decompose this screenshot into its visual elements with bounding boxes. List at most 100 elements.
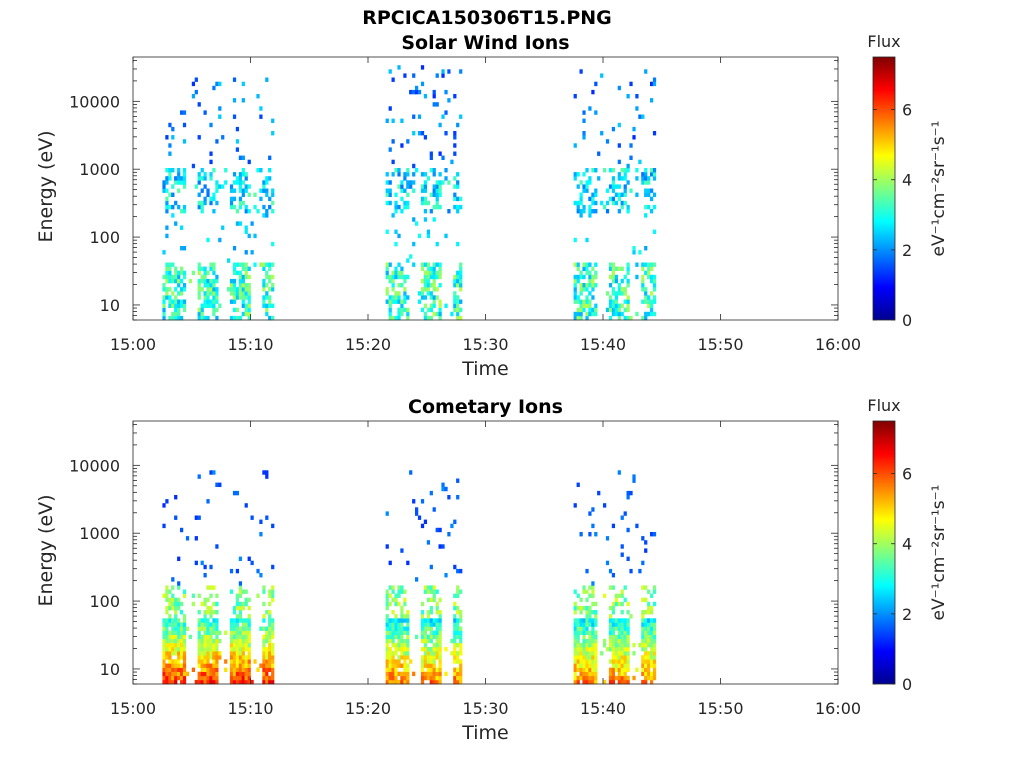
heatmap-cell [168,151,172,156]
heatmap-cell [203,597,207,603]
heatmap-cell [203,630,207,636]
heatmap-cell [165,663,169,668]
heatmap-cell [385,626,389,631]
heatmap-cell [608,630,613,636]
heatmap-cell [180,634,184,640]
heatmap-cell [620,622,624,627]
heatmap-cell [206,663,210,668]
heatmap-cell [614,634,619,640]
heatmap-cell [215,618,219,623]
heatmap-cell [573,287,577,292]
heatmap-cell [579,597,583,603]
heatmap-cell [209,122,213,128]
heatmap-cell [268,651,272,656]
heatmap-cell [247,655,251,660]
heatmap-cell [177,291,181,296]
x-tick-label: 16:00 [815,699,861,718]
heatmap-cell [626,647,630,652]
heatmap-cell [650,671,654,677]
heatmap-cell [247,679,251,685]
heatmap-cell [617,630,621,636]
heatmap-cell [235,593,240,599]
heatmap-cell [174,675,178,681]
heatmap-cell [182,270,187,276]
heatmap-cell [241,98,245,103]
heatmap-cell [582,209,586,214]
heatmap-cell [197,176,201,181]
heatmap-cell [438,610,442,615]
heatmap-cell [444,89,448,95]
heatmap-cell [244,274,248,280]
heatmap-cell [212,85,216,91]
heatmap-cell [197,287,201,292]
heatmap-cell [611,126,616,132]
heatmap-cell [229,568,234,574]
heatmap-cell [626,618,630,623]
heatmap-cell [203,573,207,578]
heatmap-cell [652,311,657,317]
heatmap-cell [456,172,460,177]
heatmap-cell [238,200,243,206]
heatmap-cell [429,610,433,615]
heatmap-cell [268,667,272,673]
heatmap-cell [235,180,240,185]
heatmap-cell [177,597,181,603]
heatmap-cell [644,168,648,173]
heatmap-cell [456,204,460,210]
heatmap-cell [435,601,439,607]
heatmap-cell [232,675,237,681]
heatmap-cell [238,283,243,288]
heatmap-cell [400,605,404,611]
heatmap-cell [206,188,210,193]
heatmap-cell [180,630,184,636]
heatmap-cell [385,630,389,636]
heatmap-cell [212,585,216,590]
heatmap-cell [250,560,254,566]
heatmap-cell [200,200,204,206]
heatmap-cell [623,176,627,181]
heatmap-cell [614,295,619,300]
heatmap-cell [262,667,266,673]
heatmap-cell [244,188,248,193]
heatmap-cell [268,626,272,631]
heatmap-cell [456,671,460,677]
heatmap-cell [412,217,416,222]
heatmap-cell [200,667,204,673]
heatmap-cell [406,671,410,677]
heatmap-cell [206,659,210,664]
heatmap-cell [620,671,624,677]
heatmap-cell [585,168,589,173]
heatmap-cell [206,667,210,673]
heatmap-cell [165,233,169,239]
heatmap-cell [212,610,216,615]
heatmap-cell [456,303,460,309]
heatmap-cell [182,593,187,599]
heatmap-cell [194,184,198,189]
heatmap-cell [177,270,181,276]
heatmap-cell [177,675,181,681]
heatmap-cell [162,180,166,185]
heatmap-cell [650,634,654,640]
heatmap-cell [456,184,460,189]
heatmap-cell [403,626,407,631]
heatmap-cell [265,295,269,300]
heatmap-cell [403,291,407,296]
heatmap-cell [573,315,577,321]
heatmap-cell [420,287,425,292]
heatmap-cell [573,283,577,288]
heatmap-cell [397,295,401,300]
heatmap-cell [438,303,442,309]
heatmap-cell [180,651,184,656]
heatmap-cell [271,667,275,673]
heatmap-cell [191,593,196,599]
heatmap-cell [417,114,422,119]
heatmap-cell [232,647,237,652]
heatmap-cell [229,626,234,631]
heatmap-cell [608,642,613,648]
heatmap-cell [588,180,592,185]
heatmap-cell [647,642,651,648]
heatmap-cell [168,192,172,198]
heatmap-cell [212,679,216,685]
heatmap-cell [635,168,639,173]
heatmap-cell [271,589,275,594]
